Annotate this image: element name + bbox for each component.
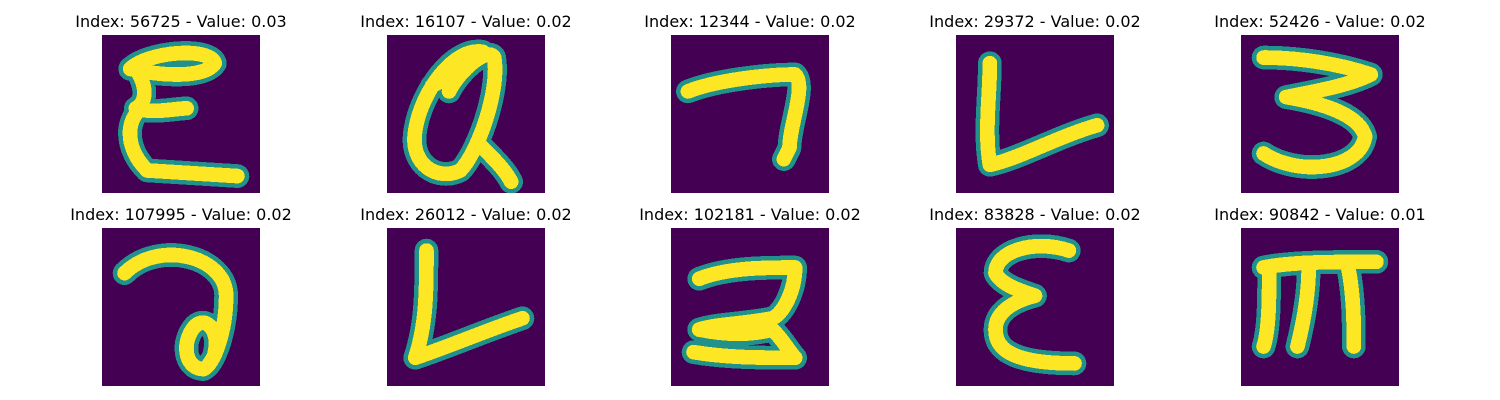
glyph-stroke-core <box>407 243 530 366</box>
glyph-stroke-core <box>1256 50 1379 175</box>
glyph-stroke-core <box>1256 254 1384 354</box>
panel-title: Index: 16107 - Value: 0.02 <box>360 12 572 31</box>
panel-title: Index: 26012 - Value: 0.02 <box>360 205 572 224</box>
glyph-stroke-core <box>988 238 1082 371</box>
panel-title: Index: 102181 - Value: 0.02 <box>639 205 861 224</box>
handwritten-3-glyph <box>1241 35 1399 193</box>
handwritten-7-glyph <box>671 35 829 193</box>
handwritten-L-glyph <box>387 228 545 386</box>
glyph-stroke-core <box>117 247 234 377</box>
glyph-stroke-core <box>407 44 519 190</box>
handwritten-M-glyph <box>1241 228 1399 386</box>
glyph-stroke-core <box>686 260 803 366</box>
panel-title: Index: 12344 - Value: 0.02 <box>644 12 856 31</box>
handwritten-E-glyph <box>956 228 1114 386</box>
handwritten-E-glyph <box>102 35 260 193</box>
handwritten-a-glyph <box>102 228 260 386</box>
panel-title: Index: 107995 - Value: 0.02 <box>70 205 292 224</box>
glyph-stroke-core <box>680 67 807 167</box>
panel-title: Index: 56725 - Value: 0.03 <box>75 12 287 31</box>
panel-title: Index: 90842 - Value: 0.01 <box>1214 205 1426 224</box>
panel-title: Index: 83828 - Value: 0.02 <box>929 205 1141 224</box>
panel-title: Index: 29372 - Value: 0.02 <box>929 12 1141 31</box>
handwritten-L-glyph <box>956 35 1114 193</box>
panel-title: Index: 52426 - Value: 0.02 <box>1214 12 1426 31</box>
handwritten-Q-glyph <box>387 35 545 193</box>
glyph-stroke-core <box>122 45 245 184</box>
handwritten-2-glyph <box>671 228 829 386</box>
glyph-stroke-core <box>980 55 1105 173</box>
